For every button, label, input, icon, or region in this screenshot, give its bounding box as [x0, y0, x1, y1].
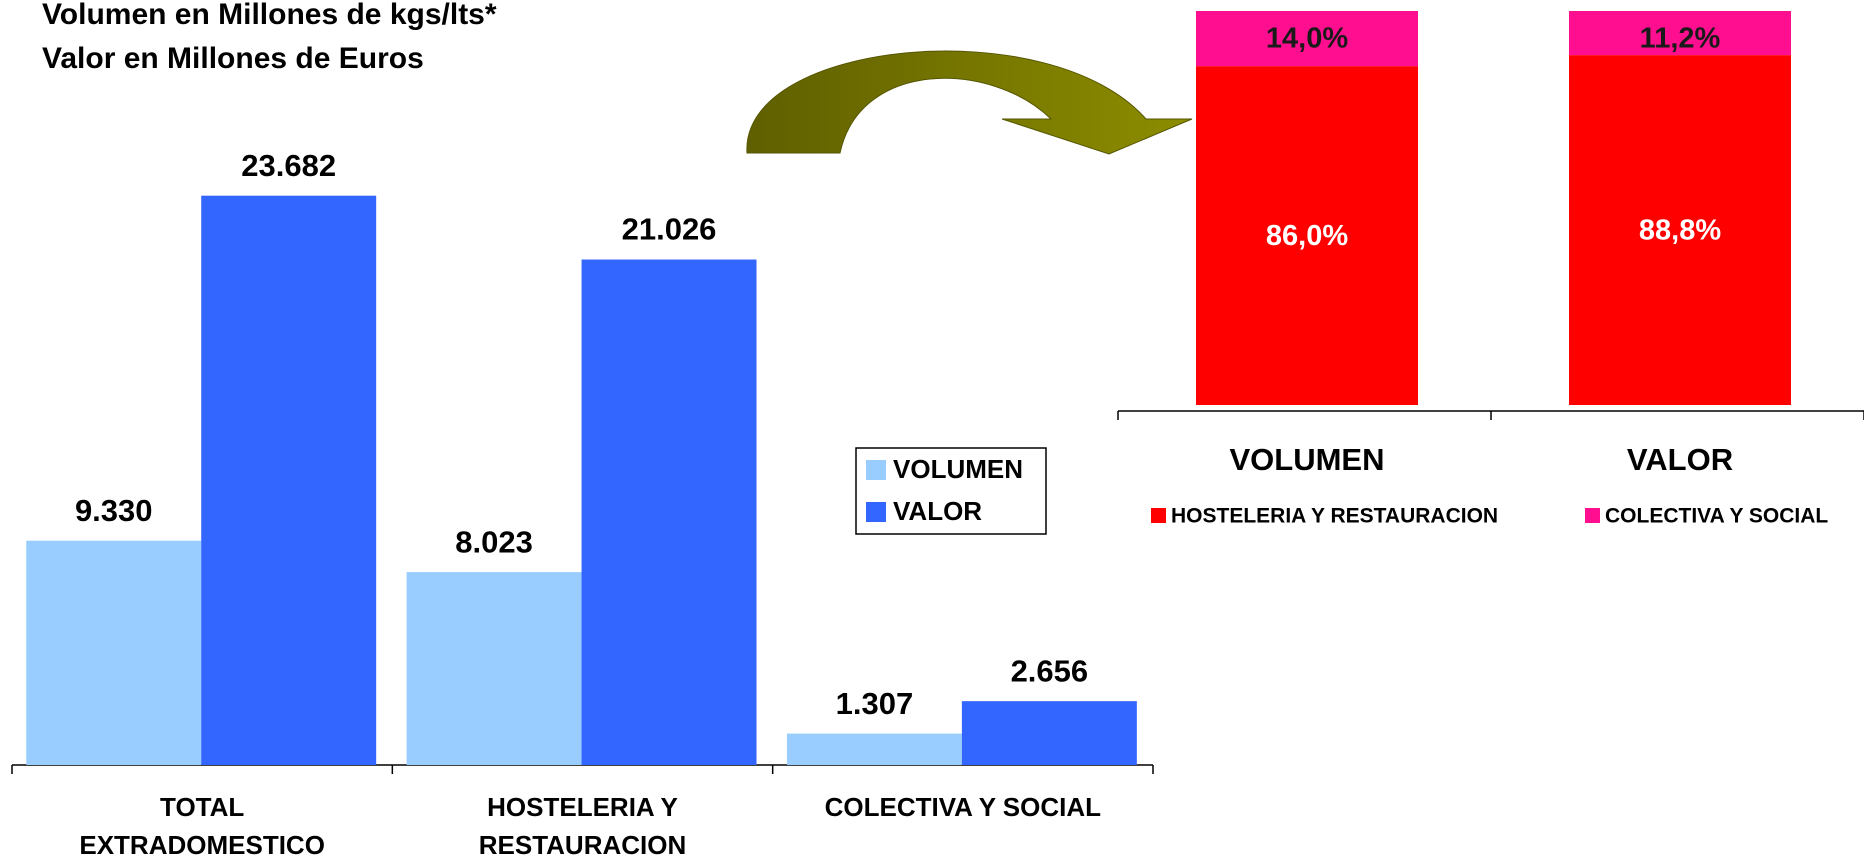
x-tick-label: TOTAL EXTRADOMESTICO [79, 792, 325, 860]
value-label: 88,8% [1639, 215, 1721, 247]
bar [406, 572, 582, 765]
value-label: 23.682 [241, 148, 336, 183]
value-label: 2.656 [1011, 653, 1089, 688]
bar-segment [1196, 11, 1418, 67]
value-label: 1.307 [836, 686, 914, 721]
bar [581, 259, 757, 765]
x-tick-label: COLECTIVA Y SOCIAL [824, 792, 1102, 822]
bar-segment [1196, 66, 1418, 405]
chart-subtitle: Valor en Millones de Euros [42, 42, 424, 75]
bar [26, 540, 202, 765]
arrow [746, 50, 1193, 155]
value-label: 86,0% [1266, 220, 1348, 252]
x-tick-label: HOSTELERIA Y RESTAURACION [478, 792, 687, 860]
bar [961, 701, 1137, 765]
x-tick-label-box: TOTAL EXTRADOMESTICO [79, 792, 325, 860]
x-tick-label: VOLUMEN [1230, 442, 1385, 477]
value-label: 21.026 [622, 212, 717, 247]
value-label: 8.023 [455, 524, 533, 559]
x-tick-label-box: COLECTIVA Y SOCIAL [824, 792, 1102, 822]
bar [201, 195, 377, 766]
value-label: 9.330 [75, 493, 153, 528]
chart-title: Volumen en Millones de kgs/lts* [42, 0, 497, 31]
legend-label: COLECTIVA Y SOCIAL [1605, 505, 1828, 528]
legend-box [855, 447, 1047, 535]
bar-segment [1569, 55, 1791, 406]
legend-label: HOSTELERIA Y RESTAURACION [1171, 505, 1498, 528]
legend-swatch [1151, 508, 1166, 523]
legend-swatch [866, 502, 886, 522]
value-label: 14,0% [1266, 23, 1348, 55]
value-label: 11,2% [1640, 23, 1721, 55]
bar [786, 733, 962, 765]
legend-label: VALOR [893, 496, 982, 526]
legend-swatch [866, 460, 886, 480]
legend-swatch [1585, 508, 1600, 523]
x-tick-label: VALOR [1627, 442, 1733, 477]
legend-label: VOLUMEN [893, 454, 1023, 484]
x-tick-label-box: HOSTELERIA Y RESTAURACION [478, 792, 687, 860]
bar-segment [1569, 11, 1791, 56]
